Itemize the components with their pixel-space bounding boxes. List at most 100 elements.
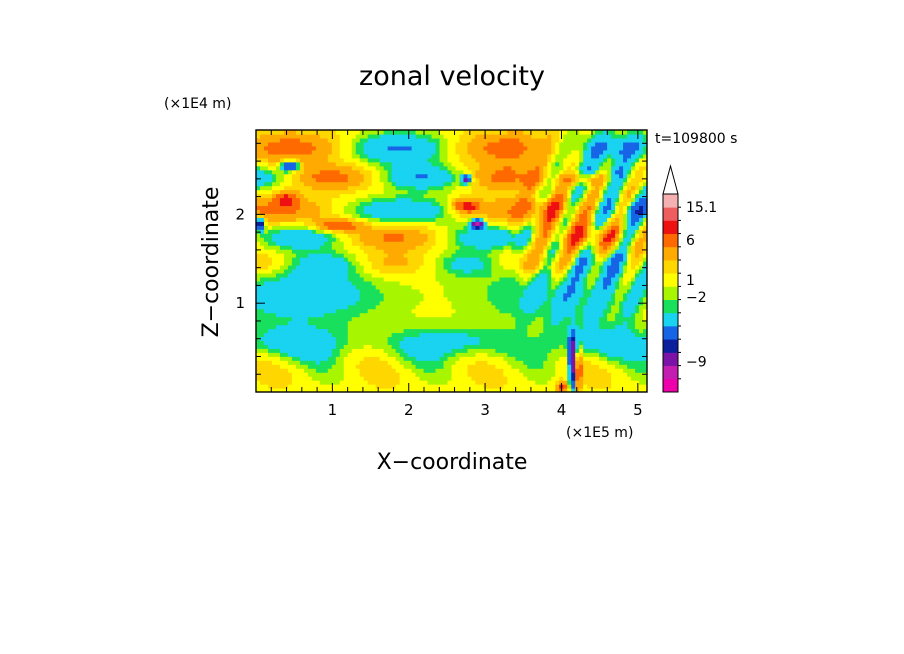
field-cell [299, 296, 305, 302]
field-cell [283, 360, 289, 365]
field-cell [607, 201, 612, 207]
field-cell [559, 296, 564, 302]
field-cell [475, 292, 481, 298]
field-cell [547, 213, 552, 218]
field-cell [291, 336, 297, 341]
field-cell [531, 288, 536, 294]
field-cell [431, 209, 437, 214]
field-cell [395, 360, 401, 365]
field-cell [435, 316, 441, 322]
field-cell [415, 233, 421, 238]
field-cell [635, 340, 640, 345]
field-cell [543, 340, 548, 345]
field-cell [299, 368, 305, 373]
field-cell [571, 217, 576, 222]
field-cell [391, 201, 397, 207]
field-cell [579, 280, 584, 286]
field-cell [256, 304, 261, 310]
field-cell [623, 312, 628, 318]
field-cell [379, 340, 385, 345]
field-cell [415, 284, 421, 290]
field-cell [371, 225, 377, 230]
field-cell [327, 225, 333, 230]
field-cell [575, 340, 580, 345]
field-cell [383, 388, 389, 392]
field-cell [327, 268, 333, 274]
field-cell [447, 241, 453, 246]
field-cell [263, 225, 269, 230]
field-cell [263, 348, 269, 353]
field-cell [623, 304, 628, 310]
field-cell [379, 245, 385, 250]
field-cell [543, 312, 548, 318]
field-cell [359, 388, 365, 392]
field-cell [471, 241, 477, 246]
field-cell [459, 280, 465, 286]
field-cell [487, 356, 492, 361]
field-cell [571, 245, 576, 250]
field-cell [391, 352, 397, 357]
field-cell [579, 304, 584, 310]
field-cell [391, 253, 397, 258]
field-cell [495, 380, 500, 385]
field-cell [319, 245, 325, 250]
field-cell [331, 249, 337, 254]
field-cell [519, 276, 524, 282]
field-cell [395, 264, 401, 270]
field-cell [263, 316, 269, 322]
field-cell [587, 241, 592, 246]
field-cell [347, 193, 353, 199]
field-cell [503, 312, 508, 318]
field-cell [299, 268, 305, 274]
field-cell [283, 213, 289, 218]
field-cell [591, 328, 596, 334]
field-cell [511, 284, 516, 290]
field-cell [595, 300, 600, 306]
field-cell [367, 360, 373, 365]
field-cell [455, 324, 461, 330]
field-cell [451, 332, 457, 338]
field-cell [623, 272, 628, 278]
field-cell [399, 253, 405, 258]
field-cell [447, 225, 453, 230]
field-cell [559, 268, 564, 274]
field-cell [351, 348, 357, 353]
field-cell [635, 264, 640, 270]
field-cell [351, 292, 357, 298]
field-cell [599, 221, 604, 226]
field-cell [551, 233, 556, 238]
field-cell [539, 205, 544, 210]
field-cell [431, 245, 437, 250]
field-cell [327, 249, 333, 254]
field-cell [547, 384, 552, 389]
field-cell [531, 324, 536, 330]
field-cell [315, 348, 321, 353]
field-cell [523, 249, 528, 254]
field-cell [267, 261, 273, 266]
field-cell [319, 284, 325, 290]
field-cell [351, 253, 357, 258]
field-cell [331, 189, 337, 195]
field-cell [347, 328, 353, 334]
field-cell [567, 332, 572, 338]
field-cell [627, 304, 632, 310]
field-cell [567, 288, 572, 294]
field-cell [575, 284, 580, 290]
field-cell [351, 193, 357, 199]
field-cell [383, 372, 389, 377]
field-cell [395, 372, 401, 377]
field-cell [579, 332, 584, 338]
field-cell [463, 264, 469, 270]
field-cell [503, 189, 508, 195]
field-cell [427, 324, 433, 330]
field-cell [495, 261, 500, 266]
field-cell [563, 352, 568, 357]
field-cell [591, 288, 596, 294]
field-cell [423, 245, 429, 250]
field-cell [519, 348, 524, 353]
field-cell [383, 201, 389, 207]
field-cell [359, 264, 365, 270]
field-cell [519, 376, 524, 381]
field-cell [375, 253, 381, 258]
field-cell [511, 312, 516, 318]
